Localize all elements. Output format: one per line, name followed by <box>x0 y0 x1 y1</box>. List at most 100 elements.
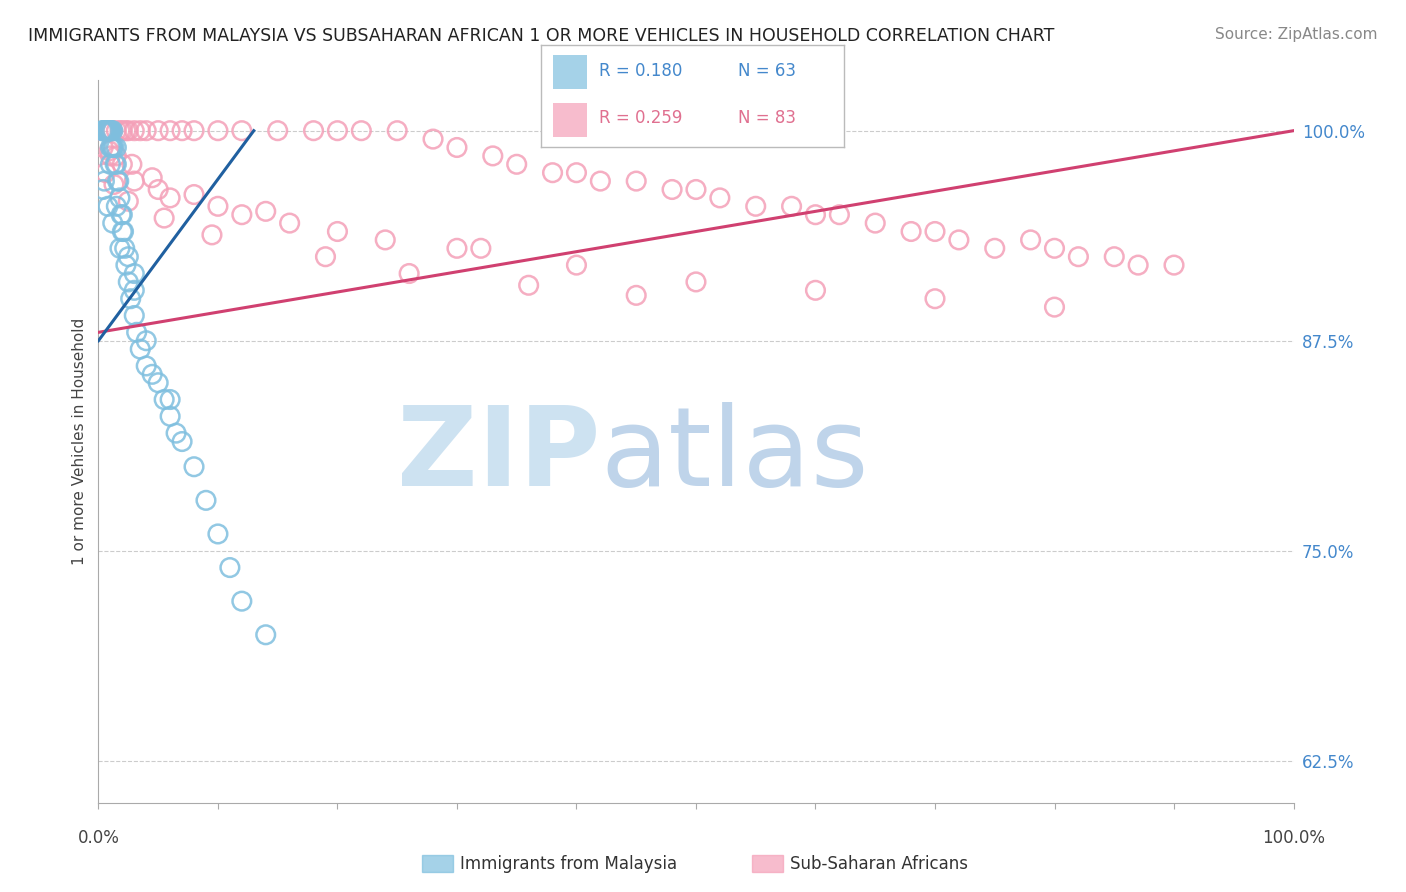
Point <box>254 204 277 219</box>
Text: atlas: atlas <box>600 402 869 509</box>
FancyBboxPatch shape <box>554 103 586 137</box>
Point <box>159 191 181 205</box>
Point <box>98 124 122 138</box>
Point <box>105 157 128 171</box>
Point <box>100 140 122 154</box>
Point <box>254 628 277 642</box>
Text: 100.0%: 100.0% <box>1263 829 1324 847</box>
Point <box>98 144 121 158</box>
Point <box>107 174 129 188</box>
Text: N = 83: N = 83 <box>738 110 796 128</box>
Point <box>101 140 124 154</box>
Point <box>1163 258 1185 272</box>
Point <box>97 124 120 138</box>
Point <box>117 275 139 289</box>
Point <box>124 174 146 188</box>
Text: ZIP: ZIP <box>396 402 600 509</box>
Text: Source: ZipAtlas.com: Source: ZipAtlas.com <box>1215 27 1378 42</box>
Point <box>96 124 118 138</box>
FancyBboxPatch shape <box>554 55 586 88</box>
Point <box>541 166 564 180</box>
Point <box>105 149 128 163</box>
Point <box>103 178 125 192</box>
Point <box>804 208 827 222</box>
Point <box>159 392 181 407</box>
Point <box>108 191 131 205</box>
Point <box>93 124 115 138</box>
Point <box>159 409 181 424</box>
Point <box>101 124 124 138</box>
Point <box>165 426 187 441</box>
Text: Sub-Saharan Africans: Sub-Saharan Africans <box>790 855 969 873</box>
Point <box>661 182 683 196</box>
Point <box>96 124 118 138</box>
Point <box>183 459 205 474</box>
Point <box>98 140 122 154</box>
Y-axis label: 1 or more Vehicles in Household: 1 or more Vehicles in Household <box>72 318 87 566</box>
Point <box>1043 241 1066 255</box>
Point <box>124 267 146 281</box>
Point <box>148 182 170 196</box>
Point <box>98 124 121 138</box>
Point <box>195 493 218 508</box>
Point <box>98 124 122 138</box>
Point <box>482 149 505 163</box>
Point <box>94 166 117 180</box>
Point <box>124 124 146 138</box>
Point <box>350 124 373 138</box>
Point <box>685 182 707 196</box>
Point <box>135 124 157 138</box>
Point <box>129 124 152 138</box>
Point <box>470 241 492 255</box>
Point <box>1128 258 1150 272</box>
Point <box>135 359 157 373</box>
Point <box>111 225 134 239</box>
Point <box>111 157 134 171</box>
Point <box>326 124 349 138</box>
Point <box>565 258 588 272</box>
Point <box>745 199 768 213</box>
Point <box>98 149 122 163</box>
Point <box>96 124 118 138</box>
Point <box>278 216 301 230</box>
Point <box>103 140 125 154</box>
Point <box>374 233 396 247</box>
Point <box>780 199 803 213</box>
Text: R = 0.259: R = 0.259 <box>599 110 682 128</box>
Point <box>506 157 529 171</box>
Point <box>231 594 253 608</box>
Point <box>93 124 115 138</box>
Point <box>111 208 134 222</box>
Point <box>1104 250 1126 264</box>
Point <box>148 376 170 390</box>
Point <box>207 199 229 213</box>
Point <box>267 124 290 138</box>
Point <box>924 225 946 239</box>
Point <box>141 170 163 185</box>
Point <box>97 199 120 213</box>
Point <box>326 225 349 239</box>
Point <box>108 124 131 138</box>
Point <box>153 211 176 225</box>
Point <box>124 309 146 323</box>
Point <box>231 124 253 138</box>
Text: R = 0.180: R = 0.180 <box>599 62 682 80</box>
Point <box>302 124 325 138</box>
Text: Immigrants from Malaysia: Immigrants from Malaysia <box>460 855 676 873</box>
Point <box>98 157 122 171</box>
Point <box>626 288 648 302</box>
Point <box>93 124 115 138</box>
Point <box>385 124 409 138</box>
Point <box>828 208 851 222</box>
Point <box>183 187 205 202</box>
Point <box>104 157 127 171</box>
Point <box>565 166 588 180</box>
Point <box>94 124 117 138</box>
Point <box>94 124 117 138</box>
Point <box>110 208 132 222</box>
Point <box>159 124 181 138</box>
Point <box>117 194 139 209</box>
Point <box>98 124 121 138</box>
Point <box>924 292 946 306</box>
Point <box>207 527 229 541</box>
